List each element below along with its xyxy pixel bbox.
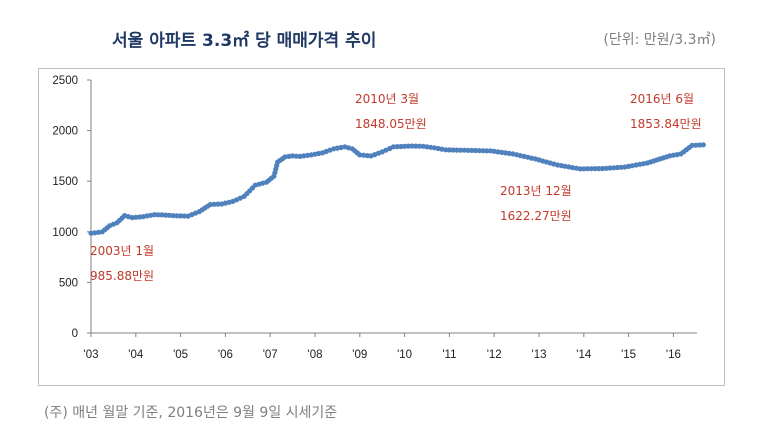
data-point	[446, 147, 452, 153]
data-point	[174, 213, 180, 219]
data-point	[390, 144, 396, 150]
data-point	[614, 164, 621, 171]
x-tick-label: '14	[576, 349, 592, 361]
footnote: (주) 매년 월말 기준, 2016년은 9월 9일 시세기준	[44, 405, 338, 421]
data-point	[151, 212, 158, 218]
data-point	[166, 212, 172, 218]
x-tick-label: '03	[84, 349, 99, 361]
x-tick-label: '12	[487, 349, 502, 361]
x-tick-label: '07	[263, 349, 278, 361]
x-tick-label: '13	[532, 349, 547, 361]
y-tick-label: 0	[72, 328, 78, 340]
data-point	[443, 147, 449, 153]
data-point	[618, 164, 624, 170]
data-point	[472, 147, 479, 154]
annotation-2010-date: 2010년 3월	[355, 92, 419, 106]
x-tick-label: '04	[128, 349, 144, 361]
y-tick-label: 2500	[52, 75, 78, 87]
chart-frame	[38, 68, 725, 386]
data-point	[476, 148, 482, 154]
data-point	[402, 143, 408, 149]
annotation-2016-date: 2016년 6월	[630, 92, 694, 106]
series	[88, 142, 706, 236]
data-point	[360, 152, 367, 158]
data-point	[465, 147, 471, 153]
data-point	[588, 166, 594, 172]
data-point	[133, 214, 139, 220]
data-point	[409, 143, 415, 149]
data-point	[163, 212, 169, 218]
data-point	[454, 147, 460, 153]
chart-title: 서울 아파트 3.3㎡ 당 매매가격 추이	[112, 31, 377, 51]
annotation-2003-date: 2003년 1월	[90, 244, 154, 258]
y-tick-label: 500	[59, 277, 78, 289]
data-point	[413, 143, 419, 149]
y-tick-labels: 0 500 1000 1500 2000 2500	[52, 75, 91, 340]
data-point	[607, 165, 613, 171]
y-tick-label: 2000	[52, 126, 78, 138]
data-point	[304, 152, 311, 158]
annotations: 2003년 1월 985.88만원 2010년 3월 1848.05만원 201…	[90, 92, 702, 283]
data-point	[159, 212, 165, 218]
data-point	[458, 147, 464, 153]
data-point	[689, 142, 695, 148]
data-point	[293, 153, 299, 159]
x-tick-labels: '03 '04 '05 '06 '07 '08 '09 '10 '11 '12 '13 '14 '15 '…	[84, 333, 681, 361]
data-point	[416, 143, 423, 149]
data-point	[282, 154, 288, 160]
axes	[90, 80, 697, 334]
annotation-2013-date: 2013년 12월	[500, 184, 572, 198]
data-point	[577, 166, 583, 172]
data-point	[394, 144, 400, 150]
data-point	[450, 147, 456, 153]
data-point	[693, 142, 699, 148]
data-point	[405, 143, 411, 149]
data-point	[469, 147, 475, 153]
data-point	[584, 166, 591, 172]
data-point	[592, 166, 598, 172]
annotation-2003-value: 985.88만원	[90, 269, 154, 283]
data-point	[357, 152, 363, 158]
data-point	[480, 148, 486, 154]
series-line	[90, 143, 704, 235]
data-point	[136, 214, 143, 220]
data-point	[506, 150, 512, 156]
annotation-2016-value: 1853.84만원	[630, 117, 702, 131]
data-point	[428, 144, 434, 150]
data-point	[92, 230, 98, 236]
x-tick-label: '15	[621, 349, 636, 361]
data-point	[484, 148, 490, 154]
data-point	[581, 166, 587, 172]
x-tick-label: '11	[442, 349, 456, 361]
data-point	[364, 153, 370, 159]
x-tick-label: '06	[218, 349, 233, 361]
x-tick-label: '08	[308, 349, 323, 361]
data-point	[495, 149, 501, 155]
data-point	[398, 143, 404, 150]
data-point	[129, 215, 135, 221]
annotation-2013-value: 1622.27만원	[500, 209, 572, 223]
x-tick-label: '10	[397, 349, 412, 361]
x-tick-label: '16	[666, 349, 681, 361]
data-point	[155, 212, 161, 218]
y-tick-label: 1500	[52, 176, 78, 188]
unit-label: (단위: 만원/3.3㎡)	[603, 32, 716, 48]
data-point	[207, 201, 214, 208]
x-tick-label: '05	[173, 349, 188, 361]
data-point	[461, 147, 467, 153]
data-point	[700, 142, 706, 148]
x-tick-label: '09	[352, 349, 367, 361]
data-point	[215, 201, 221, 207]
annotation-2010-value: 1848.05만원	[355, 117, 427, 131]
data-point	[211, 201, 217, 207]
data-point	[599, 165, 606, 172]
data-point	[696, 142, 703, 148]
data-point	[181, 213, 187, 219]
y-tick-label: 1000	[52, 227, 78, 239]
data-point	[178, 213, 184, 219]
data-point	[170, 213, 176, 219]
data-point	[596, 166, 602, 172]
